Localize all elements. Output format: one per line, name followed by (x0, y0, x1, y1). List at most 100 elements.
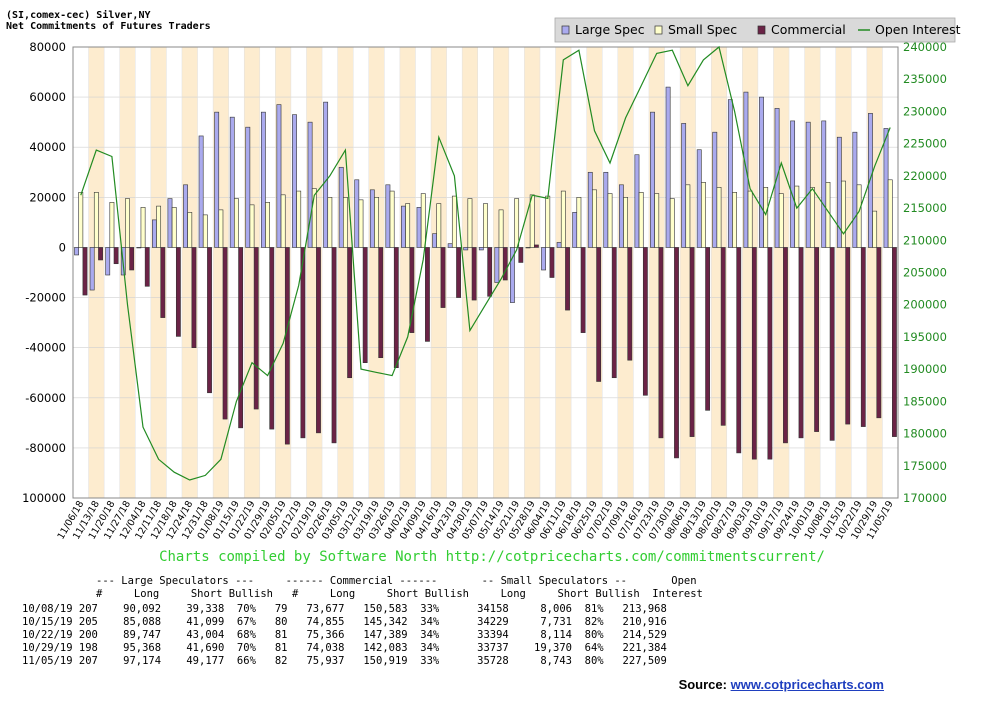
small-spec-bar (327, 197, 333, 248)
left-tick-label: 0 (59, 240, 66, 254)
small-spec-bar (638, 192, 644, 248)
small-spec-bar (716, 187, 722, 248)
small-spec-bar (140, 207, 146, 248)
left-tick-label: 80000 (29, 40, 66, 54)
large-spec-bar (759, 96, 764, 248)
commercial-bar (845, 247, 851, 425)
large-spec-bar (805, 121, 811, 248)
legend-label-commercial: Commercial (771, 22, 846, 37)
large-spec-bar (245, 126, 251, 248)
small-spec-bar (202, 214, 208, 248)
small-spec-bar (809, 187, 815, 248)
commercial-bar (393, 247, 399, 369)
gridlines (72, 46, 899, 499)
small-spec-bar (778, 193, 784, 248)
large-spec-bar (696, 149, 702, 248)
large-spec-bar (105, 247, 111, 276)
large-spec-bar (681, 123, 687, 248)
commercial-bar (160, 247, 166, 318)
small-spec-bar (701, 182, 706, 248)
week-band (119, 47, 136, 498)
large-spec-bar (385, 184, 391, 248)
table-header-groups: --- Large Speculators --- ------ Commerc… (96, 575, 697, 587)
commercial-bar (642, 247, 648, 396)
small-spec-bar (514, 198, 520, 248)
small-spec-bar (436, 203, 442, 248)
small-spec-bar (685, 184, 691, 248)
week-band (462, 47, 478, 498)
right-tick-label: 205000 (903, 266, 947, 280)
large-spec-bar (260, 111, 266, 248)
small-spec-bar (825, 182, 831, 248)
right-axis: 240000 235000 230000 225000 220000 215000 2100… (903, 40, 947, 505)
commercial-bar (720, 247, 726, 426)
small-spec-bar (389, 190, 395, 248)
week-band (337, 47, 354, 498)
small-spec-bar (841, 180, 846, 248)
large-spec-bar (292, 114, 297, 248)
commercial-bar (502, 247, 508, 281)
small-spec-bar (451, 195, 457, 248)
commercial-bar (565, 247, 570, 311)
large-spec-bar (618, 184, 624, 248)
commercial-bar (471, 247, 477, 301)
legend-label-small-spec: Small Spec (668, 22, 737, 37)
left-tick-label: -80000 (25, 441, 66, 455)
small-spec-bar (529, 194, 535, 248)
large-spec-bar (369, 189, 375, 248)
commercial-bar (316, 247, 321, 434)
large-spec-bar (338, 166, 344, 248)
commercial-bar (409, 247, 415, 333)
legend-swatch-commercial (757, 25, 766, 35)
large-spec-bar (587, 171, 593, 248)
commercial-bar (658, 247, 664, 439)
small-spec-bar (358, 199, 364, 248)
large-spec-bar (354, 179, 360, 248)
left-tick-label: -20000 (25, 291, 66, 305)
chart-header-title: Net Commitments of Futures Traders (6, 21, 211, 32)
large-spec-bar (478, 247, 484, 251)
commercial-bar (767, 247, 773, 460)
large-spec-bar (152, 219, 157, 248)
commercial-bar (300, 247, 306, 439)
commercial-bar (674, 247, 679, 459)
large-spec-bar (167, 198, 173, 248)
large-spec-bar (74, 247, 79, 256)
small-spec-bar (545, 195, 551, 248)
week-band (150, 47, 167, 498)
large-spec-bar (712, 131, 718, 248)
large-spec-bar (727, 99, 733, 248)
left-tick-label: -40000 (25, 341, 66, 355)
commercial-bar (378, 247, 384, 358)
commercial-bar (892, 247, 897, 437)
commercial-bar (783, 247, 788, 444)
small-spec-bar (187, 212, 193, 248)
commercial-bar (611, 247, 617, 379)
small-spec-bar (265, 202, 270, 248)
small-spec-bar (343, 197, 348, 248)
large-spec-bar (183, 184, 188, 248)
large-spec-bar (447, 243, 453, 248)
commercial-bar (331, 247, 337, 444)
right-tick-label: 195000 (903, 330, 947, 344)
small-spec-bar (592, 189, 597, 248)
large-spec-bar (323, 101, 329, 248)
commercial-bar (596, 247, 602, 382)
week-band (368, 47, 385, 498)
small-spec-bar (607, 193, 613, 248)
right-tick-label: 170000 (903, 491, 947, 505)
large-spec-bar (229, 116, 235, 248)
commercial-bar (175, 247, 181, 337)
source-link[interactable]: www.cotpricecharts.com (730, 677, 884, 692)
source-label: Source: (678, 677, 727, 692)
legend-box (554, 17, 956, 43)
large-spec-bar (650, 111, 655, 248)
small-spec-bar (420, 193, 426, 248)
left-tick-label: 100000 (22, 491, 66, 505)
small-spec-bar (872, 210, 878, 248)
commercial-bar (129, 247, 135, 271)
commercial-bar (798, 247, 804, 439)
small-spec-bar (794, 185, 800, 248)
left-axis: 80000 60000 40000 20000 0 -20000 -40000 -60000 -… (22, 40, 66, 505)
